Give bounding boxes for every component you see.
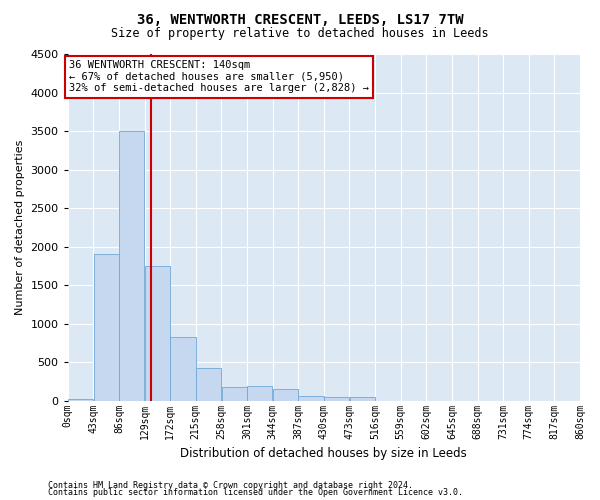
Text: 36 WENTWORTH CRESCENT: 140sqm
← 67% of detached houses are smaller (5,950)
32% o: 36 WENTWORTH CRESCENT: 140sqm ← 67% of d… xyxy=(69,60,369,94)
Text: Contains public sector information licensed under the Open Government Licence v3: Contains public sector information licen… xyxy=(48,488,463,497)
Text: Size of property relative to detached houses in Leeds: Size of property relative to detached ho… xyxy=(111,28,489,40)
Bar xyxy=(298,396,323,400)
Bar xyxy=(221,387,247,400)
Bar xyxy=(145,266,170,400)
Bar xyxy=(247,386,272,400)
Bar xyxy=(94,254,119,400)
Text: Contains HM Land Registry data © Crown copyright and database right 2024.: Contains HM Land Registry data © Crown c… xyxy=(48,480,413,490)
Bar xyxy=(170,336,196,400)
Bar xyxy=(196,368,221,400)
Text: 36, WENTWORTH CRESCENT, LEEDS, LS17 7TW: 36, WENTWORTH CRESCENT, LEEDS, LS17 7TW xyxy=(137,12,463,26)
Bar xyxy=(324,397,349,400)
Bar xyxy=(350,397,375,400)
Bar xyxy=(273,390,298,400)
X-axis label: Distribution of detached houses by size in Leeds: Distribution of detached houses by size … xyxy=(181,447,467,460)
Y-axis label: Number of detached properties: Number of detached properties xyxy=(15,140,25,315)
Bar xyxy=(68,399,93,400)
Bar xyxy=(119,131,145,400)
